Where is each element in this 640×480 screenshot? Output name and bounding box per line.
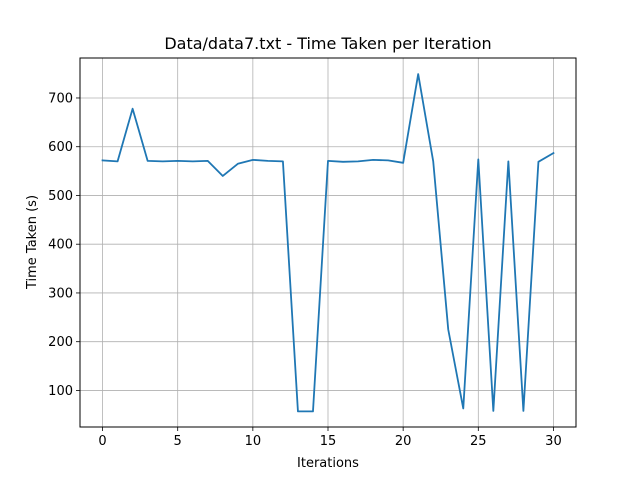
x-tick-label: 15	[320, 434, 337, 449]
chart-title: Data/data7.txt - Time Taken per Iteratio…	[164, 34, 491, 53]
grid-lines	[80, 58, 576, 427]
x-tick-label: 25	[470, 434, 487, 449]
series-line	[101, 73, 555, 413]
data-series	[101, 73, 555, 413]
y-axis-ticks: 100 200 300 400 500 600 700	[48, 91, 80, 399]
y-tick-label: 300	[48, 286, 73, 301]
y-tick-label: 700	[48, 91, 73, 106]
x-axis-label: Iterations	[297, 456, 359, 471]
y-tick-label: 600	[48, 140, 73, 155]
y-tick-label: 200	[48, 335, 73, 350]
x-tick-label: 0	[98, 434, 106, 449]
y-tick-label: 400	[48, 238, 73, 253]
x-tick-label: 10	[245, 434, 262, 449]
x-tick-label: 20	[395, 434, 412, 449]
x-tick-label: 30	[545, 434, 562, 449]
y-tick-label: 500	[48, 189, 73, 204]
x-tick-label: 5	[174, 434, 182, 449]
y-tick-label: 100	[48, 384, 73, 399]
x-axis-ticks: 0 5 10 15 20 25 30	[98, 427, 562, 449]
y-axis-label: Time Taken (s)	[25, 195, 40, 290]
